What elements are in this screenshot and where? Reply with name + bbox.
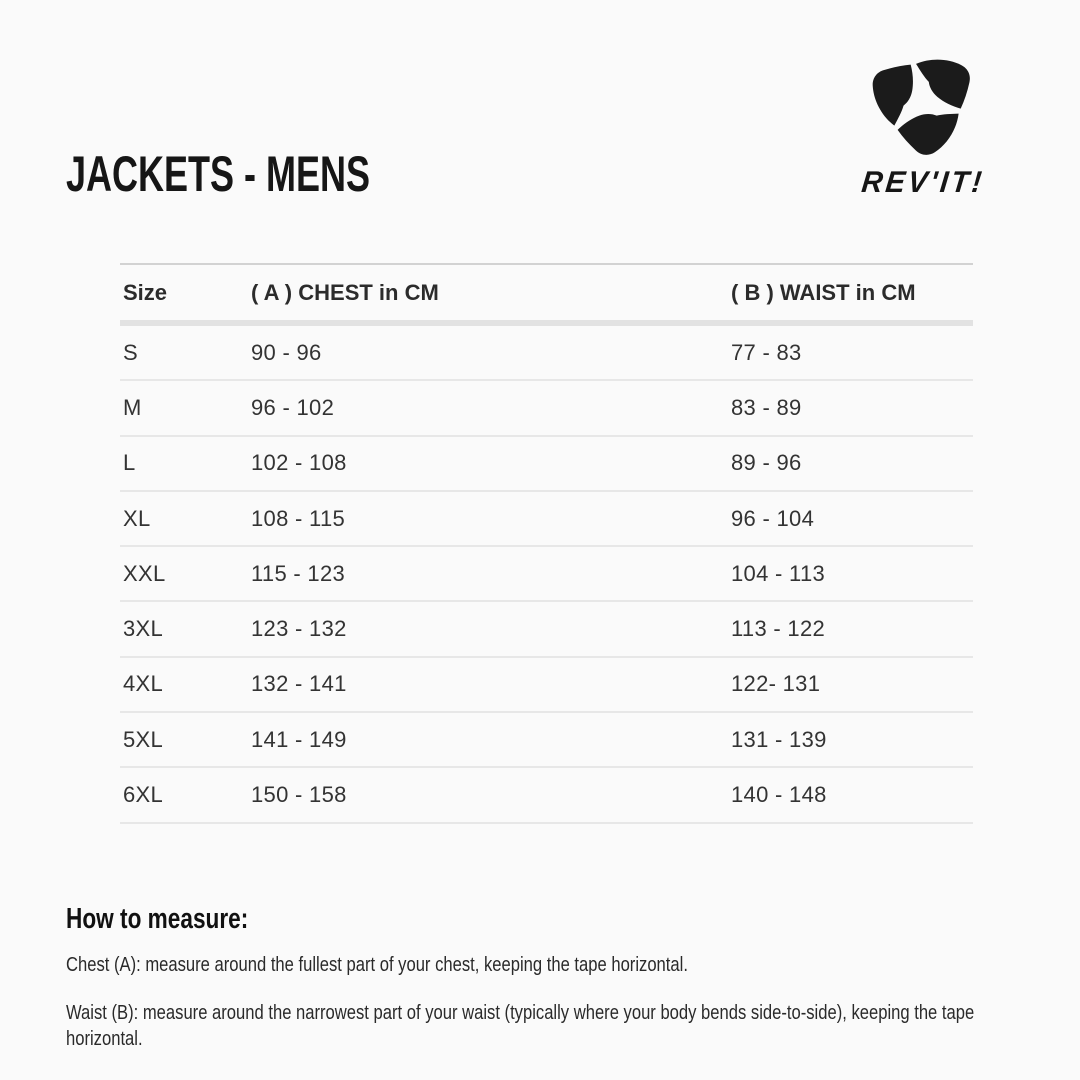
- revit-shield-icon: [864, 56, 970, 163]
- waist-cell: 122- 131: [731, 671, 821, 697]
- brand-wordmark: REV'IT!: [859, 166, 987, 199]
- size-cell: XL: [123, 505, 151, 531]
- waist-instruction: Waist (B): measure around the narrowest …: [66, 1002, 975, 1050]
- size-cell: 4XL: [123, 671, 164, 697]
- waist-cell: 83 - 89: [731, 394, 802, 420]
- table-row: M 96 - 102 83 - 89: [120, 381, 973, 437]
- chest-cell: 108 - 115: [251, 505, 346, 531]
- column-header-waist: ( B ) WAIST in CM: [731, 279, 916, 305]
- waist-cell: 89 - 96: [731, 450, 802, 476]
- table-row: L 102 - 108 89 - 96: [120, 437, 973, 492]
- size-table: Size ( A ) CHEST in CM ( B ) WAIST in CM…: [120, 263, 973, 824]
- page-title: JACKETS - MENS: [66, 146, 371, 202]
- chest-instruction: Chest (A): measure around the fullest pa…: [66, 954, 688, 976]
- waist-cell: 113 - 122: [731, 616, 826, 642]
- chest-cell: 141 - 149: [251, 726, 347, 752]
- table-row: 3XL 123 - 132 113 - 122: [120, 602, 973, 658]
- chest-cell: 150 - 158: [251, 782, 347, 808]
- table-row: 4XL 132 - 141 122- 131: [120, 658, 973, 714]
- table-header-row: Size ( A ) CHEST in CM ( B ) WAIST in CM: [120, 265, 973, 320]
- size-cell: 3XL: [123, 616, 164, 642]
- table-header-divider: [120, 320, 973, 326]
- column-header-chest: ( A ) CHEST in CM: [251, 279, 439, 305]
- size-cell: S: [123, 339, 138, 365]
- waist-cell: 131 - 139: [731, 726, 827, 752]
- chest-cell: 102 - 108: [251, 450, 347, 476]
- waist-cell: 77 - 83: [731, 339, 802, 365]
- chest-cell: 96 - 102: [251, 394, 335, 420]
- how-to-measure-heading: How to measure:: [66, 903, 249, 935]
- chest-cell: 132 - 141: [251, 671, 347, 697]
- chest-cell: 123 - 132: [251, 616, 347, 642]
- table-row: 6XL 150 - 158 140 - 148: [120, 768, 973, 824]
- table-row: XL 108 - 115 96 - 104: [120, 492, 973, 548]
- size-cell: L: [123, 450, 136, 476]
- chest-cell: 115 - 123: [251, 560, 346, 586]
- chest-cell: 90 - 96: [251, 339, 322, 365]
- brand-logo: REV'IT!: [853, 50, 993, 200]
- table-row: S 90 - 96 77 - 83: [120, 326, 973, 382]
- table-row: XXL 115 - 123 104 - 113: [120, 547, 973, 603]
- size-cell: XXL: [123, 560, 166, 586]
- waist-cell: 104 - 113: [731, 560, 826, 586]
- column-header-size: Size: [123, 279, 168, 305]
- size-cell: 6XL: [123, 782, 164, 808]
- table-row: 5XL 141 - 149 131 - 139: [120, 713, 973, 769]
- waist-cell: 140 - 148: [731, 782, 827, 808]
- how-to-measure-section: How to measure: Chest (A): measure aroun…: [66, 905, 1076, 1052]
- size-cell: 5XL: [123, 726, 164, 752]
- waist-cell: 96 - 104: [731, 505, 815, 531]
- size-cell: M: [123, 394, 142, 420]
